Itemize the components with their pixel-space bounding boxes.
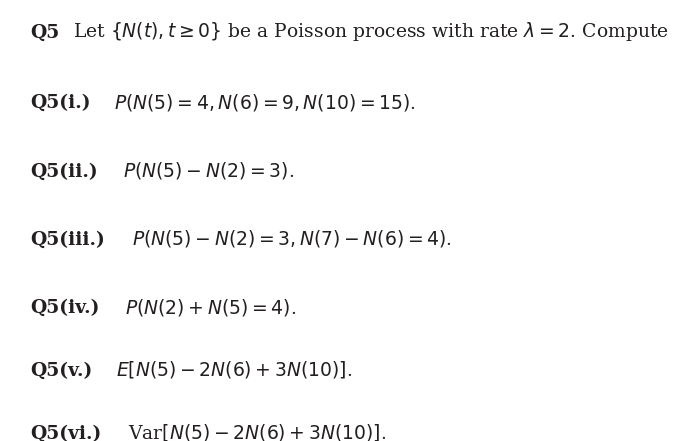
Text: Q5(v.): Q5(v.): [30, 362, 92, 380]
Text: $P(N(5) - N(2) = 3, N(7) - N(6) = 4)$.: $P(N(5) - N(2) = 3, N(7) - N(6) = 4)$.: [132, 228, 452, 249]
Text: Q5(iv.): Q5(iv.): [30, 299, 100, 317]
Text: $E[N(5) - 2N(6) + 3N(10)]$.: $E[N(5) - 2N(6) + 3N(10)]$.: [116, 359, 353, 380]
Text: Q5(ii.): Q5(ii.): [30, 162, 98, 180]
Text: Var$[N(5) - 2N(6) + 3N(10)]$.: Var$[N(5) - 2N(6) + 3N(10)]$.: [127, 422, 386, 441]
Text: $P(N(2) + N(5) = 4)$.: $P(N(2) + N(5) = 4)$.: [125, 297, 297, 318]
Text: Q5(i.): Q5(i.): [30, 94, 91, 112]
Text: Q5: Q5: [30, 23, 59, 41]
Text: $P(N(5) - N(2) = 3)$.: $P(N(5) - N(2) = 3)$.: [123, 160, 294, 181]
Text: Let $\{N(t), t \geq 0\}$ be a Poisson process with rate $\lambda = 2$. Compute: Let $\{N(t), t \geq 0\}$ be a Poisson pr…: [73, 20, 669, 44]
Text: $P(N(5) = 4, N(6) = 9, N(10) = 15)$.: $P(N(5) = 4, N(6) = 9, N(10) = 15)$.: [114, 92, 416, 112]
Text: Q5(iii.): Q5(iii.): [30, 231, 105, 249]
Text: Q5(vi.): Q5(vi.): [30, 425, 102, 441]
